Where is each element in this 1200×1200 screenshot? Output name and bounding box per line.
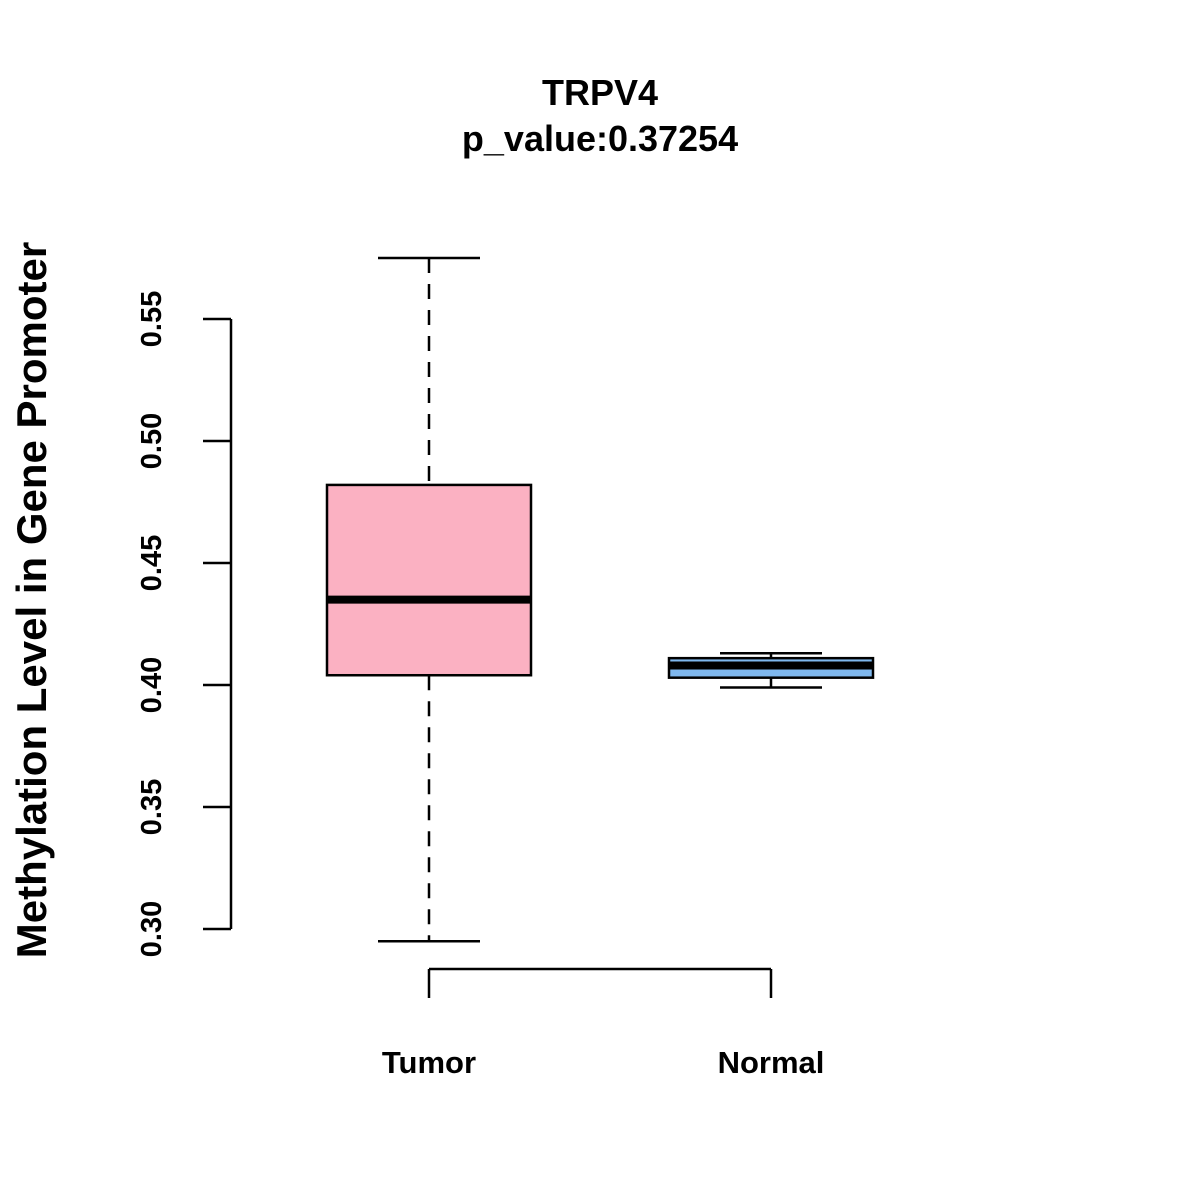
y-axis: 0.30 0.35 0.40 0.45 0.50 0.55 [136,291,233,957]
box-iqr [325,483,533,677]
boxes-group [325,256,875,943]
x-axis: Tumor Normal [382,967,825,1080]
y-tick-label: 0.30 [136,901,168,957]
y-tick-label: 0.35 [136,779,168,835]
y-tick-label: 0.40 [136,657,168,713]
chart-title: TRPV4 [542,72,658,113]
box-normal [667,652,875,689]
y-axis-label: Methylation Level in Gene Promoter [8,242,55,958]
x-category-label-normal: Normal [718,1045,825,1080]
x-category-label-tumor: Tumor [382,1045,476,1080]
y-tick-label: 0.55 [136,291,168,347]
chart-subtitle: p_value:0.37254 [462,118,738,159]
box-tumor [325,256,533,943]
y-tick-label: 0.45 [136,535,168,591]
y-tick-label: 0.50 [136,413,168,469]
